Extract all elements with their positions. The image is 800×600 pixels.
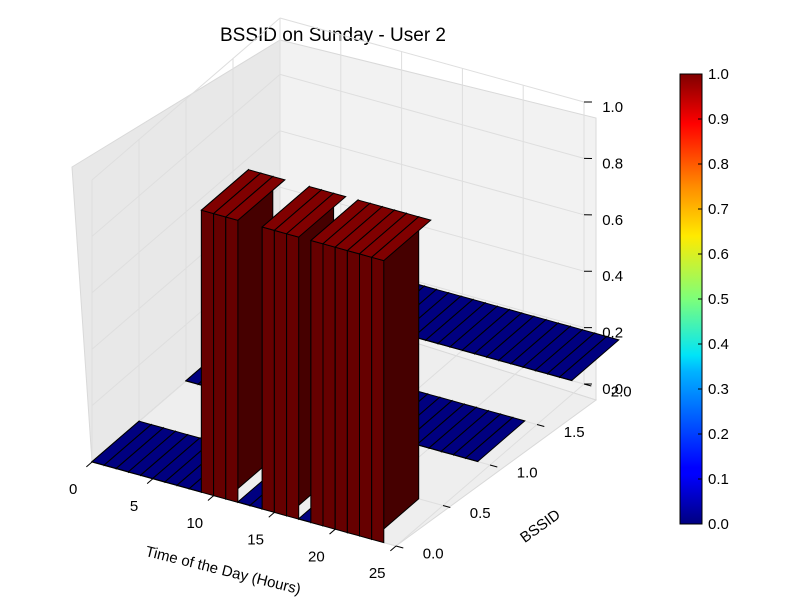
x-tick-mark bbox=[390, 545, 397, 552]
x-tick-label: 10 bbox=[186, 515, 203, 532]
bar-top-face bbox=[558, 335, 620, 381]
colorbar-tick-label: 0.5 bbox=[708, 291, 729, 308]
bar-front-face bbox=[371, 256, 385, 544]
bar-top-face bbox=[464, 416, 526, 462]
bar-bssid-0-hour-4 bbox=[139, 433, 201, 480]
colorbar-tick-label: 0.3 bbox=[708, 381, 729, 398]
side-gridline-z bbox=[91, 130, 281, 294]
x-tick-mark bbox=[86, 461, 93, 468]
x-tick-mark bbox=[268, 512, 275, 518]
y-tick-mark bbox=[442, 505, 451, 508]
bar-bssid-0-hour-23 bbox=[370, 215, 432, 544]
bar-front-face bbox=[359, 253, 373, 540]
colorbar: 0.0 0.1 0.2 0.3 0.4 0.5 0.6 0.7 0.8 0.9 1.0 bbox=[679, 66, 729, 533]
bar-bssid-2-hour-15 bbox=[461, 308, 523, 355]
y-tick-label: 2.0 bbox=[611, 383, 632, 400]
side-gridline-z bbox=[91, 74, 281, 237]
y-tick-mark bbox=[395, 545, 404, 549]
bar-top-face bbox=[224, 175, 286, 221]
y-tick-label: 1.5 bbox=[564, 424, 585, 441]
x-tick-mark bbox=[146, 478, 154, 485]
z-tick-label: 0.4 bbox=[602, 268, 623, 285]
x-tick-label: 20 bbox=[308, 548, 325, 565]
back-gridline-z bbox=[279, 17, 585, 103]
colorbar-tick-label: 0.2 bbox=[708, 426, 729, 443]
side-gridline-z bbox=[91, 17, 281, 181]
bar-bssid-2-hour-23 bbox=[558, 335, 620, 382]
bar-bssid-2-hour-22 bbox=[546, 332, 608, 378]
x-axis-label: Time of the Day (Hours) bbox=[144, 543, 303, 598]
bar-front-face bbox=[334, 246, 348, 534]
colorbar-tick-label: 1.0 bbox=[708, 66, 729, 83]
colorbar-tick-label: 0.7 bbox=[708, 201, 729, 218]
bar-front-face bbox=[225, 216, 239, 503]
x-tick-label: 25 bbox=[369, 565, 386, 582]
y-tick-label: 0.5 bbox=[470, 505, 491, 522]
bar-bssid-1-hour-23 bbox=[464, 416, 526, 463]
y-tick-label: 0.0 bbox=[423, 545, 444, 562]
bar-top-face bbox=[370, 216, 432, 262]
bar-bssid-2-hour-20 bbox=[522, 325, 584, 372]
bar-front-face bbox=[286, 233, 300, 520]
z-tick-label: 0.8 bbox=[602, 155, 623, 172]
bar-bssid-1-hour-20 bbox=[428, 406, 490, 453]
bars bbox=[90, 168, 620, 544]
x-tick-mark bbox=[329, 528, 336, 535]
x-tick-label: 0 bbox=[69, 481, 77, 498]
bar-bssid-0-hour-5 bbox=[151, 436, 214, 483]
colorbar-ticks: 0.0 0.1 0.2 0.3 0.4 0.5 0.6 0.7 0.8 0.9 1.0 bbox=[698, 66, 729, 533]
x-tick-label: 15 bbox=[247, 532, 264, 549]
bar-bssid-0-hour-11 bbox=[224, 175, 286, 503]
bar-front-face bbox=[346, 249, 360, 537]
colorbar-tick-label: 0.0 bbox=[708, 516, 729, 533]
colorbar-tick-label: 0.8 bbox=[708, 156, 729, 173]
bar-front-face bbox=[200, 209, 215, 497]
x-tick-mark bbox=[207, 495, 214, 501]
x-tick-label: 5 bbox=[130, 498, 138, 515]
back-gridline-z bbox=[279, 73, 585, 159]
bar-bssid-1-hour-19 bbox=[415, 403, 478, 449]
back-gridline-z bbox=[279, 130, 585, 216]
bar-top-face bbox=[285, 192, 347, 238]
z-tick-label: 1.0 bbox=[602, 99, 623, 116]
bar-front-face bbox=[322, 243, 336, 530]
bar-bssid-2-hour-19 bbox=[509, 322, 572, 368]
colorbar-tick-label: 0.9 bbox=[708, 111, 729, 128]
bar-bssid-1-hour-22 bbox=[452, 413, 514, 459]
y-tick-mark bbox=[489, 464, 498, 468]
axis-ticks: 05101520250.00.51.01.52.00.00.20.40.60.8… bbox=[69, 99, 632, 582]
chart-title: BSSID on Sunday - User 2 bbox=[220, 25, 446, 46]
y-axis-label: BSSID bbox=[517, 506, 564, 546]
bar-bssid-2-hour-21 bbox=[534, 328, 596, 375]
bar-front-face bbox=[213, 212, 227, 500]
bar-front-face bbox=[261, 226, 275, 514]
bar-bssid-2-hour-18 bbox=[497, 318, 560, 365]
z-tick-label: 0.6 bbox=[602, 212, 623, 229]
y-tick-label: 1.0 bbox=[517, 464, 538, 481]
z-tick-label: 0.0 bbox=[602, 381, 623, 398]
bar-front-face bbox=[310, 239, 324, 527]
y-tick-mark bbox=[536, 424, 545, 427]
bar-bssid-0-hour-3 bbox=[127, 430, 189, 477]
bar-front-face bbox=[273, 229, 288, 517]
colorbar-tick-label: 0.1 bbox=[708, 471, 729, 488]
colorbar-tick-label: 0.6 bbox=[708, 246, 729, 263]
colorbar-tick-label: 0.4 bbox=[708, 336, 729, 353]
z-tick-label: 0.2 bbox=[602, 325, 623, 342]
